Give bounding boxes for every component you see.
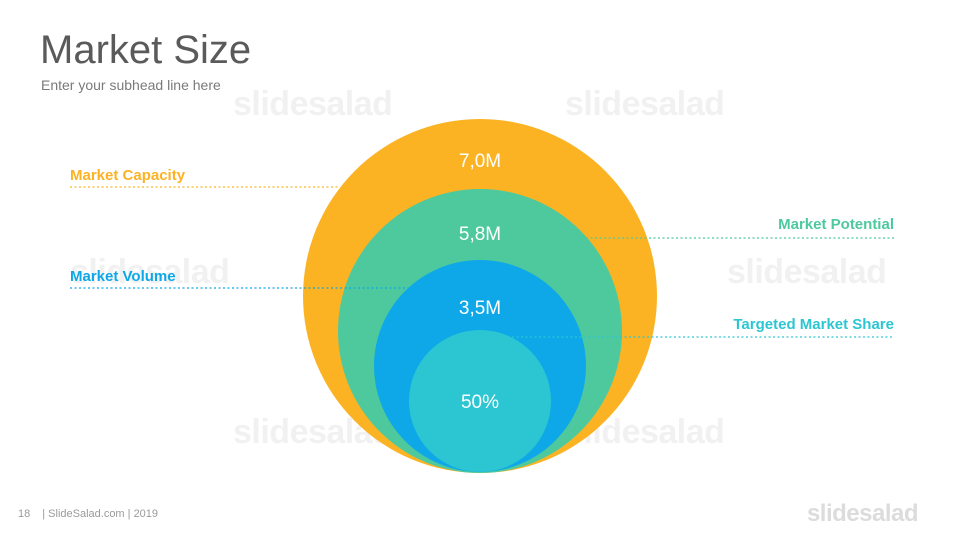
market-capacity-label: Market Capacity [70, 167, 186, 184]
watermark: slidesalad [233, 85, 393, 123]
targeted-market-share-label: Targeted Market Share [733, 316, 894, 333]
targeted-market-share-value: 50% [461, 392, 499, 413]
footer: 18 | SlideSalad.com | 2019 [18, 508, 158, 520]
market-capacity-value: 7,0M [459, 151, 501, 172]
slide-title: Market Size [40, 28, 252, 72]
page-number: 18 [18, 508, 31, 520]
watermark: slidesalad [70, 253, 230, 291]
targeted-market-share-circle [409, 330, 551, 472]
market-volume-label: Market Volume [70, 268, 176, 285]
market-potential-label: Market Potential [778, 216, 894, 233]
brand-logo: slidesalad [806, 500, 919, 527]
footer-text: | SlideSalad.com | 2019 [42, 508, 159, 520]
slide-subtitle: Enter your subhead line here [41, 77, 221, 93]
watermark: slidesalad [565, 85, 725, 123]
market-potential-value: 5,8M [459, 224, 501, 245]
market-volume-value: 3,5M [459, 298, 501, 319]
watermark: slidesalad [727, 253, 887, 291]
